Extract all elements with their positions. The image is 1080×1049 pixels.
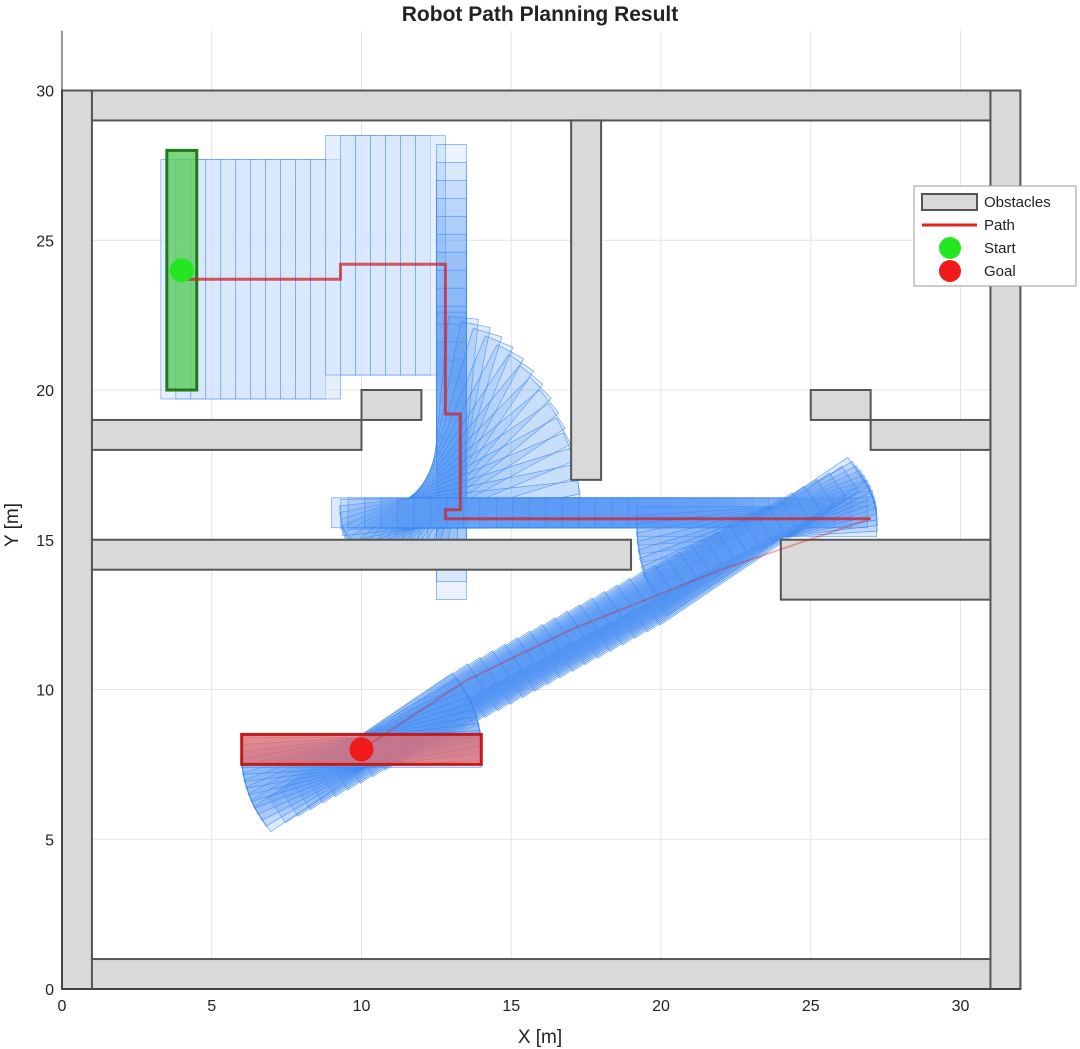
x-axis-label: X [m] bbox=[518, 1027, 562, 1048]
legend-label: Obstacles bbox=[984, 194, 1051, 211]
y-tick-label: 25 bbox=[36, 233, 54, 250]
obstacle bbox=[90, 418, 363, 451]
footprint-corridor bbox=[462, 497, 704, 529]
legend: Obstacles Path Start Goal bbox=[913, 185, 1077, 287]
footprint-vertical bbox=[415, 135, 446, 376]
y-tick-label: 0 bbox=[45, 982, 54, 999]
x-tick-label: 25 bbox=[802, 998, 820, 1015]
footprint-corridor bbox=[397, 497, 638, 529]
path-line bbox=[181, 262, 871, 521]
legend-swatch-goal bbox=[939, 260, 961, 282]
y-tick-label: 30 bbox=[36, 84, 54, 101]
x-tick-label: 5 bbox=[207, 998, 216, 1015]
x-tick-label: 30 bbox=[952, 998, 970, 1015]
chart-title: Robot Path Planning Result bbox=[402, 3, 679, 26]
legend-label: Start bbox=[984, 240, 1017, 257]
y-axis-label: Y [m] bbox=[2, 503, 23, 547]
x-tick-label: 20 bbox=[652, 998, 670, 1015]
x-tick-label: 15 bbox=[502, 998, 520, 1015]
obstacles bbox=[61, 89, 1022, 990]
path-line-diagonal bbox=[360, 517, 871, 751]
obstacle bbox=[869, 418, 992, 451]
start-marker bbox=[169, 258, 194, 283]
obstacle bbox=[779, 538, 992, 601]
obstacle bbox=[61, 89, 93, 990]
y-tick-label: 20 bbox=[36, 383, 54, 400]
obstacle bbox=[90, 89, 992, 122]
y-tick-label: 10 bbox=[36, 683, 54, 700]
markers bbox=[165, 148, 871, 766]
obstacle bbox=[90, 538, 633, 571]
footprint-turn bbox=[648, 456, 866, 617]
obstacle bbox=[809, 389, 872, 421]
y-tick-label: 15 bbox=[36, 533, 54, 550]
legend-swatch-obstacles bbox=[921, 193, 978, 211]
x-tick-label: 0 bbox=[58, 998, 67, 1015]
footprint-corridor bbox=[380, 497, 621, 529]
goal-marker bbox=[349, 737, 374, 762]
obstacle bbox=[61, 958, 1022, 990]
legend-label: Goal bbox=[984, 263, 1016, 280]
footprint-corridor bbox=[430, 497, 671, 529]
obstacle bbox=[570, 119, 603, 481]
footprint-corridor bbox=[364, 497, 605, 529]
legend-swatch-start bbox=[939, 237, 961, 259]
axes: 0 5 10 15 20 25 30 0 5 10 15 20 25 30 bbox=[36, 30, 1021, 1015]
footprint-corridor bbox=[495, 497, 737, 529]
x-tick-label: 10 bbox=[353, 998, 371, 1015]
obstacle bbox=[360, 389, 423, 421]
footprint-corridor bbox=[331, 497, 572, 529]
legend-label: Path bbox=[984, 217, 1015, 234]
y-tick-label: 5 bbox=[45, 832, 54, 849]
